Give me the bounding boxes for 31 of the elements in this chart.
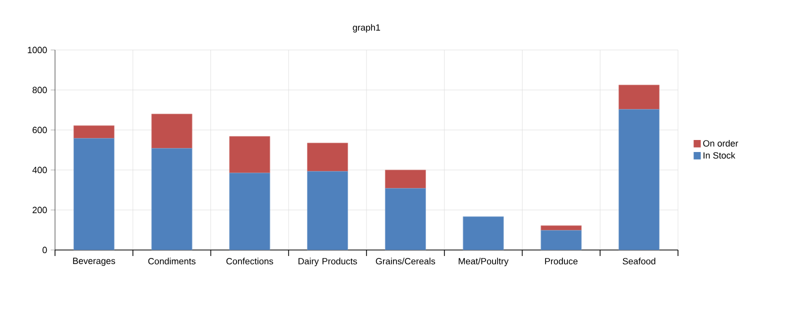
legend-label: On order bbox=[703, 140, 738, 147]
x-tick-label: Produce bbox=[545, 258, 578, 264]
y-tick-label: 800 bbox=[32, 86, 47, 94]
y-tick-label: 1000 bbox=[28, 46, 47, 54]
chart-title: graph1 bbox=[352, 24, 380, 32]
bar bbox=[74, 125, 114, 139]
bar bbox=[540, 230, 582, 250]
bar bbox=[462, 216, 504, 250]
bar bbox=[384, 188, 426, 250]
y-tick-label: 600 bbox=[32, 126, 47, 134]
bar bbox=[151, 114, 192, 149]
x-tick-label: Seafood bbox=[622, 258, 656, 264]
bar bbox=[307, 142, 348, 172]
x-tick-label: Confections bbox=[226, 258, 274, 264]
x-tick-label: Beverages bbox=[73, 258, 116, 266]
bar bbox=[229, 172, 270, 250]
bar bbox=[307, 171, 348, 250]
bar bbox=[384, 170, 426, 189]
y-tick-label: 0 bbox=[42, 246, 47, 254]
x-tick-label: Grains/Cereals bbox=[376, 258, 436, 264]
bar bbox=[74, 138, 114, 250]
x-tick-label: Dairy Products bbox=[298, 258, 357, 266]
y-tick-label: 200 bbox=[32, 206, 47, 214]
bar bbox=[618, 84, 660, 110]
x-tick-label: Condiments bbox=[148, 258, 196, 264]
bar bbox=[618, 109, 660, 250]
x-tick-label: Meat/Poultry bbox=[458, 258, 509, 266]
legend-label: In Stock bbox=[704, 152, 736, 159]
bar bbox=[229, 136, 270, 174]
bar bbox=[151, 148, 192, 250]
y-tick-label: 400 bbox=[32, 166, 47, 174]
